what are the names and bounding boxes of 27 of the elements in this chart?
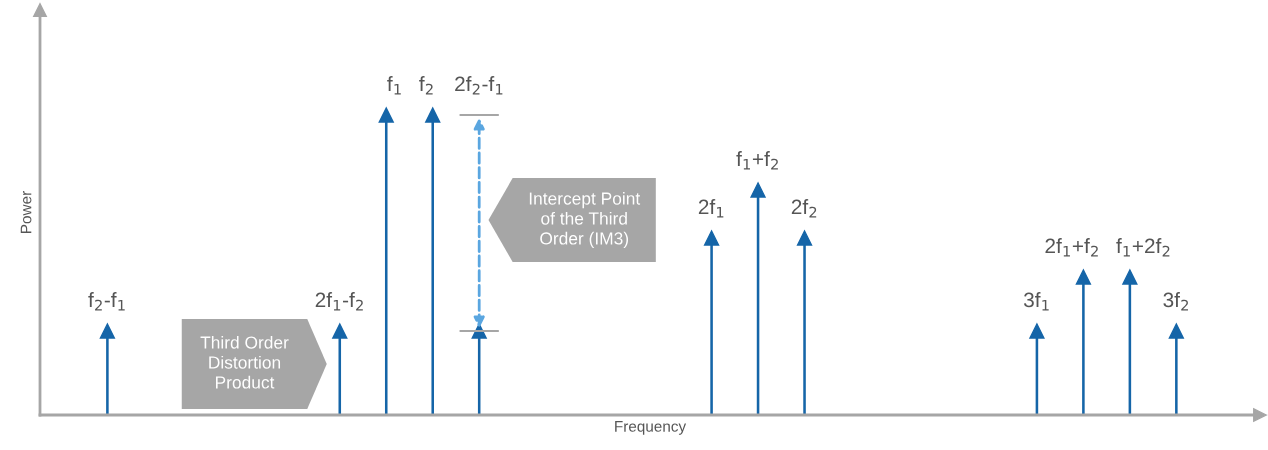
point bbox=[796, 230, 813, 246]
point bbox=[425, 107, 441, 123]
point bbox=[750, 182, 766, 198]
x-tick-label: f$_{2}$-f$_{1}$ bbox=[88, 292, 125, 311]
point bbox=[378, 107, 394, 123]
x-tick-label: 2f$_{2}$-f$_{1}$ bbox=[455, 76, 503, 95]
point bbox=[703, 230, 720, 246]
x-tick-label: 3f$_{1}$ bbox=[1023, 292, 1049, 311]
point bbox=[99, 323, 116, 339]
x-tick-label: f$_{1}$+2f$_{2}$ bbox=[1116, 238, 1170, 257]
x-tick-label: 2f$_{1}$-f$_{2}$ bbox=[315, 292, 363, 311]
x-tick-label: f$_{1}$ bbox=[387, 76, 401, 95]
x-tick-label: 2f$_{2}$ bbox=[791, 199, 817, 218]
point bbox=[1168, 323, 1184, 339]
x-tick-label: 3f$_{2}$ bbox=[1163, 292, 1188, 311]
x-axis-title: Frequency bbox=[615, 421, 687, 435]
point bbox=[1029, 323, 1045, 339]
x-tick-label: 2f$_{1}$+f$_{2}$ bbox=[1045, 238, 1098, 257]
point bbox=[332, 323, 348, 339]
annotation: Intercept Point of the Third Order (IM3) bbox=[529, 191, 641, 249]
point bbox=[1075, 269, 1092, 285]
x-tick-label: f$_{1}$+f$_{2}$ bbox=[736, 151, 778, 170]
point bbox=[1122, 269, 1138, 285]
x-tick-label: 2f$_{1}$ bbox=[698, 199, 724, 218]
y-axis-title: Power bbox=[20, 191, 32, 233]
annotation: Third Order Distortion Product bbox=[200, 335, 289, 389]
x-tick-label: f$_{2}$ bbox=[419, 76, 433, 95]
